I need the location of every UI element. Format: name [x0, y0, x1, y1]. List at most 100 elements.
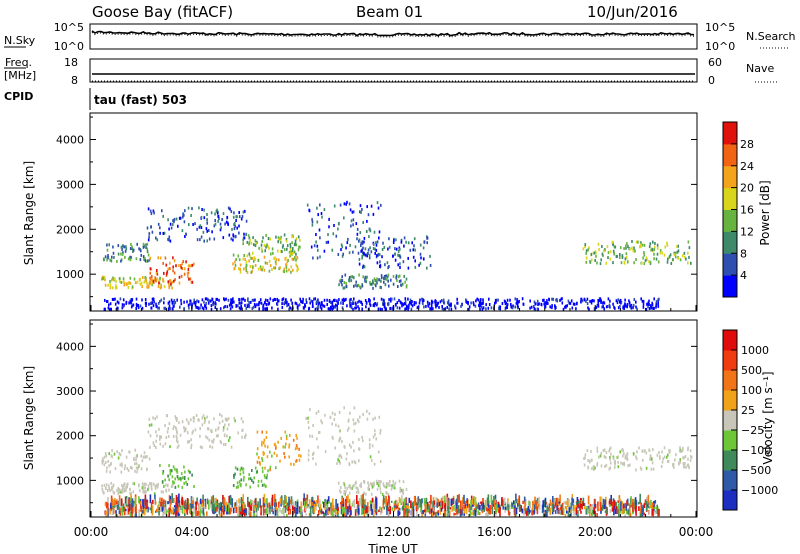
colorbar-tick-label: −25 [741, 424, 764, 437]
scatter-cell [437, 511, 439, 516]
scatter-cell [621, 447, 624, 451]
scatter-cell [559, 494, 561, 504]
scatter-cell [126, 512, 129, 516]
scatter-cell [172, 269, 174, 273]
scatter-cell [326, 504, 329, 510]
scatter-cell [362, 439, 364, 443]
scatter-cell [626, 242, 628, 246]
scatter-cell [325, 510, 327, 516]
scatter-cell [593, 468, 595, 472]
scatter-cell [316, 306, 318, 310]
scatter-cell [344, 492, 346, 496]
scatter-cell [635, 258, 637, 261]
scatter-cell [291, 251, 294, 255]
scatter-cell [401, 495, 403, 504]
scatter-cell [201, 416, 204, 420]
scatter-cell [677, 256, 680, 260]
scatter-cell [502, 499, 505, 507]
scatter-cell [183, 429, 186, 433]
scatter-cell [367, 484, 370, 488]
scatter-cell [244, 298, 246, 302]
scatter-cell [175, 217, 178, 221]
scatter-cell [663, 455, 666, 459]
scatter-cell [260, 301, 263, 305]
scatter-cell [393, 238, 395, 242]
scatter-cell [533, 300, 536, 304]
scatter-cell [370, 204, 373, 208]
scatter-cell [450, 498, 453, 507]
scatter-cell [212, 509, 214, 514]
scatter-cell [593, 307, 596, 311]
colorbar-segment [723, 330, 737, 351]
colorbar-tick-label: −1000 [741, 484, 778, 497]
scatter-cell [348, 251, 351, 255]
scatter-cell [648, 501, 651, 506]
scatter-cell [347, 494, 349, 503]
scatter-cell [170, 499, 172, 505]
scatter-cell [183, 465, 185, 469]
scatter-cell [529, 510, 531, 513]
scatter-cell [517, 500, 519, 510]
scatter-cell [131, 285, 134, 289]
scatter-cell [429, 254, 431, 258]
scatter-cell [140, 467, 143, 471]
scatter-cell [235, 235, 237, 238]
scatter-cell [574, 302, 576, 306]
scatter-cell [364, 275, 367, 279]
scatter-cell [264, 249, 266, 253]
scatter-cell [149, 507, 152, 511]
scatter-cell [249, 265, 252, 268]
scatter-cell [618, 507, 620, 517]
scatter-cell [421, 498, 423, 504]
scatter-cell [271, 454, 273, 458]
scatter-cell [160, 435, 163, 439]
scatter-cell [337, 424, 340, 428]
scatter-cell [311, 223, 314, 227]
scatter-cell [379, 484, 381, 488]
scatter-cell [566, 498, 569, 507]
scatter-cell [207, 229, 210, 232]
scatter-cell [323, 513, 325, 517]
scatter-cell [106, 489, 109, 493]
scatter-cell [485, 307, 487, 311]
scatter-cell [613, 252, 616, 256]
scatter-cell [415, 506, 418, 510]
scatter-cell [503, 299, 506, 303]
scatter-cell [242, 471, 245, 475]
scatter-cell [116, 450, 118, 454]
scatter-cell [388, 298, 390, 302]
scatter-cell [219, 307, 222, 311]
scatter-cell [195, 501, 197, 509]
scatter-cell [180, 302, 183, 306]
scatter-cell [182, 212, 184, 216]
scatter-cell [590, 458, 593, 462]
y-tick-label: 1000 [56, 474, 84, 487]
scatter-cell [338, 298, 340, 302]
scatter-cell [655, 305, 657, 309]
scatter-cell [138, 464, 140, 468]
scatter-cell [431, 300, 434, 304]
scatter-cell [604, 510, 607, 513]
scatter-cell [329, 415, 332, 419]
scatter-cell [374, 247, 376, 251]
scatter-cell [387, 273, 390, 277]
scatter-cell [619, 246, 622, 250]
scatter-cell [131, 245, 133, 249]
scatter-cell [187, 431, 189, 435]
scatter-cell [683, 251, 686, 255]
scatter-cell [609, 299, 611, 303]
scatter-cell [447, 299, 450, 303]
scatter-cell [213, 237, 216, 241]
scatter-cell [689, 458, 692, 462]
scatter-cell [352, 484, 354, 488]
scatter-cell [243, 267, 245, 271]
scatter-cell [436, 301, 439, 305]
scatter-cell [350, 219, 353, 223]
scatter-cell [284, 430, 287, 434]
scatter-cell [260, 507, 263, 513]
scatter-cell [110, 462, 112, 466]
scatter-cell [433, 503, 435, 511]
scatter-cell [637, 240, 639, 244]
scatter-cell [422, 302, 424, 306]
